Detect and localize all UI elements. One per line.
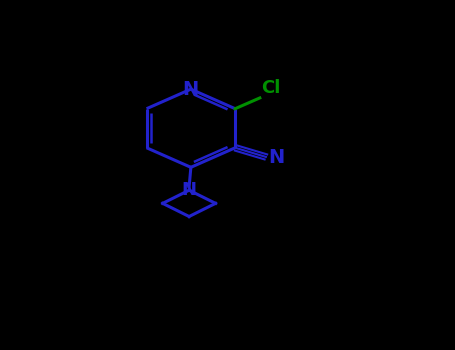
Text: N: N	[183, 80, 199, 99]
Text: N: N	[268, 148, 285, 167]
Text: Cl: Cl	[262, 78, 281, 97]
Text: N: N	[182, 181, 197, 199]
